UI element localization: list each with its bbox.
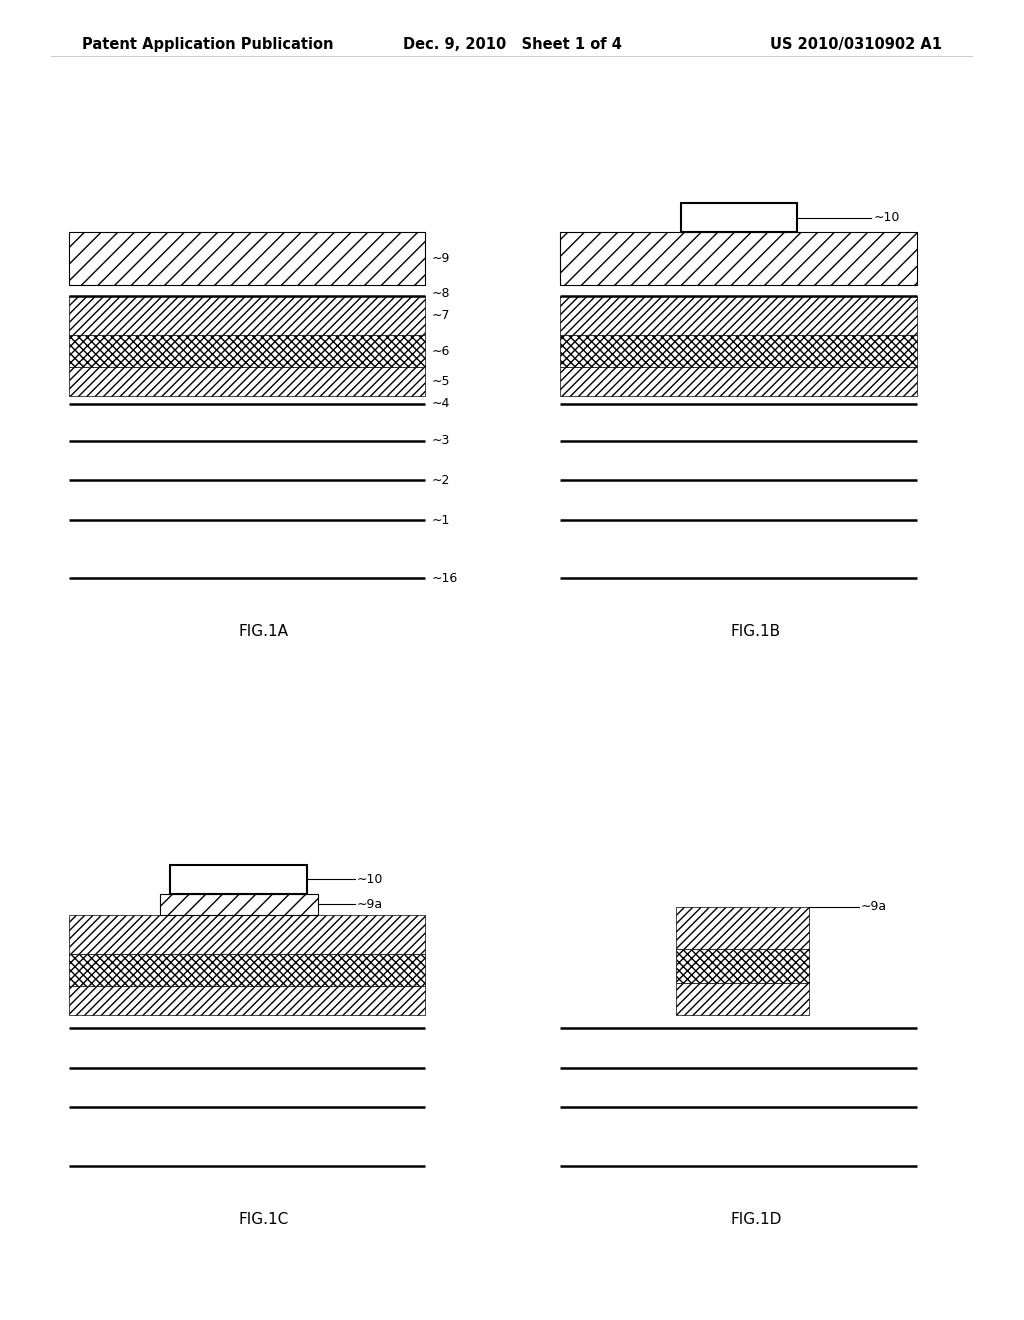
Text: FIG.1A: FIG.1A bbox=[239, 624, 288, 639]
Text: ∼9: ∼9 bbox=[432, 252, 450, 265]
Bar bbox=[677, 907, 809, 949]
Bar bbox=[69, 954, 425, 986]
Text: ∼4: ∼4 bbox=[432, 397, 450, 411]
Bar bbox=[677, 949, 809, 983]
Bar bbox=[560, 367, 916, 396]
Bar bbox=[69, 986, 425, 1015]
Bar bbox=[560, 296, 916, 335]
Text: US 2010/0310902 A1: US 2010/0310902 A1 bbox=[770, 37, 942, 51]
Text: ∼5: ∼5 bbox=[432, 375, 451, 388]
Bar bbox=[170, 865, 307, 894]
Text: FIG.1B: FIG.1B bbox=[731, 624, 780, 639]
Bar bbox=[69, 232, 425, 285]
Text: ∼10: ∼10 bbox=[357, 873, 383, 886]
Bar bbox=[69, 335, 425, 367]
Bar bbox=[69, 915, 425, 954]
Text: FIG.1D: FIG.1D bbox=[730, 1212, 781, 1226]
Text: ∼9a: ∼9a bbox=[861, 900, 887, 913]
Text: FIG.1C: FIG.1C bbox=[238, 1212, 289, 1226]
Text: Dec. 9, 2010   Sheet 1 of 4: Dec. 9, 2010 Sheet 1 of 4 bbox=[402, 37, 622, 51]
Bar bbox=[681, 203, 797, 232]
Bar bbox=[160, 894, 317, 915]
Text: ∼9a: ∼9a bbox=[357, 898, 383, 911]
Text: ∼16: ∼16 bbox=[432, 572, 458, 585]
Bar bbox=[560, 335, 916, 367]
Text: ∼1: ∼1 bbox=[432, 513, 450, 527]
Text: ∼2: ∼2 bbox=[432, 474, 450, 487]
Text: ∼8: ∼8 bbox=[432, 286, 451, 300]
Bar bbox=[69, 367, 425, 396]
Text: ∼7: ∼7 bbox=[432, 309, 451, 322]
Text: Patent Application Publication: Patent Application Publication bbox=[82, 37, 334, 51]
Text: ∼3: ∼3 bbox=[432, 434, 450, 447]
Text: ∼10: ∼10 bbox=[873, 211, 900, 224]
Bar bbox=[677, 983, 809, 1015]
Bar bbox=[69, 296, 425, 335]
Bar bbox=[560, 232, 916, 285]
Text: ∼6: ∼6 bbox=[432, 345, 450, 358]
